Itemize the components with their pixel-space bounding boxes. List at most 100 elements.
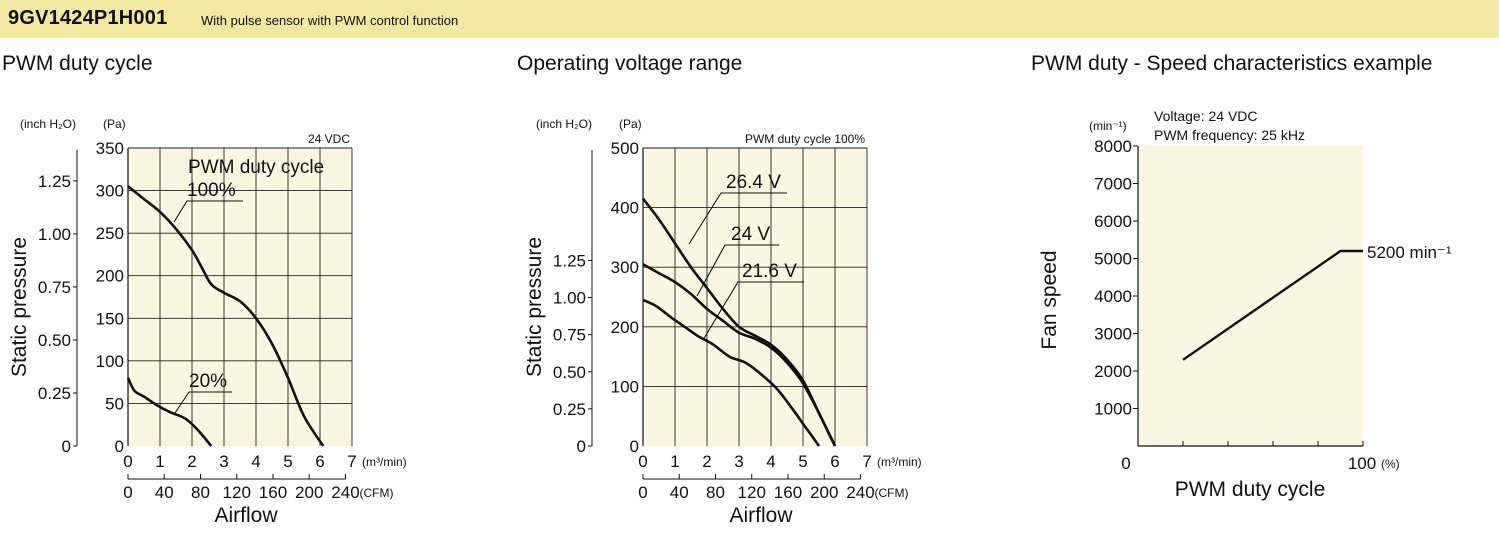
legend-title: PWM duty cycle [188, 157, 324, 178]
y2-tick-label: 0.50 [38, 331, 71, 350]
x2-tick-label: 120 [738, 483, 766, 502]
x-tick-label: 6 [315, 452, 324, 471]
x-tick-label: 1 [670, 452, 679, 471]
x-tick-label: 2 [187, 452, 196, 471]
x2-tick-label: 240 [846, 483, 874, 502]
y2-tick-label: 1.25 [38, 172, 71, 191]
y-axis-title: Static pressure [523, 237, 546, 377]
x2-tick-label: 200 [810, 483, 838, 502]
x-tick-label: 3 [734, 452, 743, 471]
y2-unit-label: (inch H₂O) [536, 117, 592, 131]
y-unit-label: (min⁻¹) [1089, 119, 1127, 133]
series-label: 100% [187, 180, 236, 201]
max-speed-label: 5200 min⁻¹ [1367, 243, 1452, 262]
x2-tick-label: 120 [223, 483, 251, 502]
y2-tick-label: 0.25 [553, 400, 586, 419]
x2-unit-label: (CFM) [874, 486, 908, 500]
title-banner: 9GV1424P1H001 With pulse sensor with PWM… [0, 0, 1499, 38]
series-line [127, 185, 325, 447]
x-tick-label: 5 [283, 452, 292, 471]
y-unit-label: (Pa) [103, 117, 126, 131]
y2-tick-label: 1.25 [553, 251, 586, 270]
x2-tick-label: 0 [123, 483, 132, 502]
x2-tick-label: 80 [706, 483, 725, 502]
series-label: 21.6 V [742, 261, 797, 282]
x2-tick-label: 240 [331, 483, 359, 502]
y-tick-label: 0 [115, 437, 124, 456]
condition-label: PWM duty cycle 100% [745, 132, 865, 146]
y2-tick-label: 0.50 [553, 363, 586, 382]
section-title-speed-characteristics: PWM duty - Speed characteristics example [1031, 52, 1433, 75]
plot-area [128, 148, 352, 446]
x-tick-label: 2 [702, 452, 711, 471]
y-tick-label: 1000 [1094, 400, 1132, 419]
series-label-leader [696, 244, 779, 297]
y-tick-label: 200 [96, 267, 124, 286]
x-tick-label: 4 [251, 452, 260, 471]
x2-tick-label: 40 [670, 483, 689, 502]
y-tick-label: 3000 [1094, 325, 1132, 344]
x2-unit-label: (CFM) [359, 486, 393, 500]
x-axis-title: Airflow [729, 504, 793, 527]
x-axis-title: Airflow [214, 504, 278, 527]
x-tick-label: 100 [1348, 454, 1376, 473]
series-line [641, 197, 837, 447]
y-tick-label: 5000 [1094, 250, 1132, 269]
section-title-operating-voltage: Operating voltage range [517, 52, 743, 75]
x-tick-label: 3 [219, 452, 228, 471]
series-label-leader [688, 192, 787, 245]
y2-unit-label: (inch H₂O) [20, 117, 76, 131]
y-tick-label: 0 [630, 437, 639, 456]
y-tick-label: 400 [611, 199, 639, 218]
y-tick-label: 6000 [1094, 212, 1132, 231]
y-tick-label: 300 [96, 182, 124, 201]
series-line [642, 263, 837, 447]
x2-tick-label: 160 [774, 483, 802, 502]
x-unit-label: (%) [1381, 457, 1400, 471]
y-tick-label: 4000 [1094, 287, 1132, 306]
series-line [642, 298, 821, 447]
y2-tick-label: 1.00 [553, 289, 586, 308]
x2-tick-label: 160 [259, 483, 287, 502]
y2-tick-label: 0 [62, 437, 71, 456]
y2-tick-label: 1.00 [38, 225, 71, 244]
x-tick-label: 1 [155, 452, 164, 471]
series-label: 20% [189, 371, 227, 392]
x2-tick-label: 200 [295, 483, 323, 502]
y-tick-label: 100 [611, 377, 639, 396]
model-number: 9GV1424P1H001 [8, 7, 168, 29]
y-axis-title: Static pressure [8, 237, 31, 377]
series-label-leader [702, 281, 804, 341]
y2-tick-label: 0.25 [38, 384, 71, 403]
model-subtitle: With pulse sensor with PWM control funct… [201, 13, 459, 28]
condition-label: 24 VDC [308, 132, 350, 146]
x-tick-label: 4 [766, 452, 775, 471]
y2-tick-label: 0 [577, 437, 586, 456]
y-tick-label: 150 [96, 309, 124, 328]
condition-label: Voltage: 24 VDC [1154, 108, 1258, 124]
y-tick-label: 8000 [1094, 137, 1132, 156]
y2-tick-label: 0.75 [553, 326, 586, 345]
y2-tick-label: 0.75 [38, 278, 71, 297]
y-tick-label: 300 [611, 258, 639, 277]
x2-tick-label: 40 [155, 483, 174, 502]
y-tick-label: 200 [611, 318, 639, 337]
series-label-leader [174, 391, 232, 414]
x-tick-label: 0 [1121, 454, 1130, 473]
speed-series-line [1182, 249, 1363, 361]
x2-tick-label: 0 [638, 483, 647, 502]
plot-area [1138, 146, 1363, 446]
x-unit-label: (m³/min) [362, 455, 407, 469]
y-tick-label: 350 [96, 139, 124, 158]
condition-label: PWM frequency: 25 kHz [1154, 127, 1305, 143]
y-tick-label: 100 [96, 352, 124, 371]
x-axis-title: PWM duty cycle [1175, 478, 1326, 501]
x-tick-label: 5 [798, 452, 807, 471]
series-line [126, 377, 213, 447]
series-label-leader [173, 200, 243, 223]
y-unit-label: (Pa) [619, 117, 642, 131]
x-tick-label: 7 [862, 452, 871, 471]
